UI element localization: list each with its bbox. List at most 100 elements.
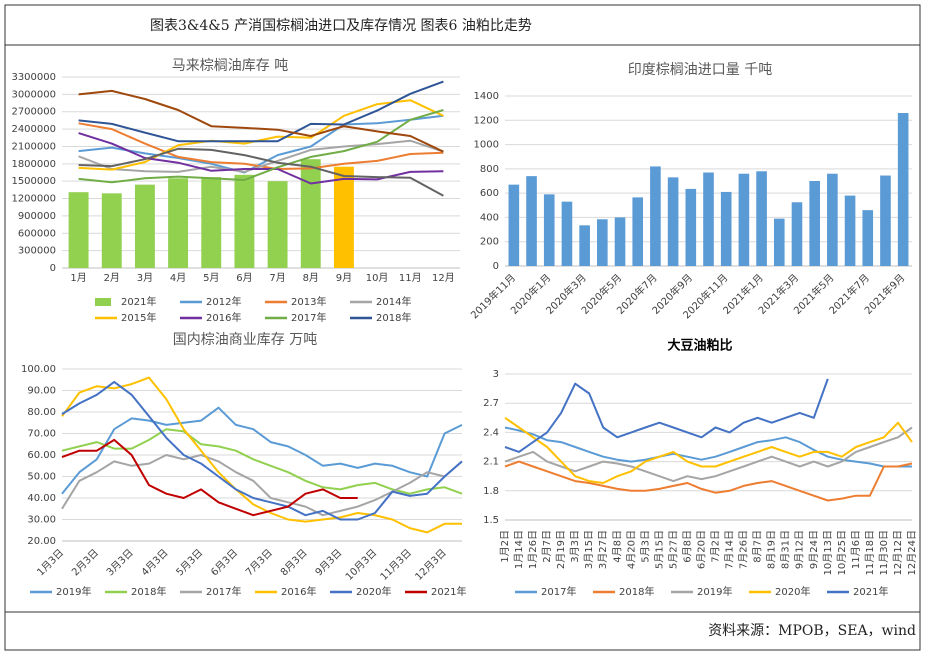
y-tick-label: 1200000 (11, 194, 56, 205)
x-tick-label: 7月26日 (738, 530, 750, 569)
bar (68, 192, 89, 268)
x-tick-label: 8月31日 (780, 530, 792, 569)
legend-label: 2014年 (376, 295, 411, 308)
x-tick-label: 5月 (203, 272, 219, 284)
series-line (61, 438, 358, 517)
x-tick-label: 6月3日 (209, 547, 241, 579)
x-tick-label: 2月7日 (541, 530, 553, 563)
bar (508, 184, 520, 266)
x-tick-label: 4月20日 (625, 530, 637, 569)
y-tick-label: 20.00 (27, 536, 56, 547)
y-tick-label: 3 (493, 369, 499, 380)
y-tick-label: 50.00 (27, 472, 56, 483)
x-tick-label: 7月3日 (243, 547, 275, 579)
x-tick-label: 3月27日 (597, 530, 609, 569)
x-tick-label: 7月2日 (710, 530, 722, 563)
x-tick-label: 6月 (236, 272, 252, 284)
bar (579, 225, 590, 266)
legend-label: 2016年 (281, 585, 316, 598)
y-tick-label: 0 (493, 261, 499, 272)
bar (300, 159, 321, 268)
y-tick-label: 200 (480, 237, 499, 248)
x-tick-label: 11月30日 (878, 530, 890, 575)
series-line (78, 139, 444, 173)
series-line (504, 416, 913, 484)
legend-label: 2020年 (356, 585, 391, 598)
legend-label: 2016年 (206, 311, 241, 324)
bar (897, 113, 909, 266)
x-tick-label: 8月19日 (766, 530, 778, 569)
bar (201, 177, 222, 268)
x-tick-label: 9月 (336, 272, 352, 284)
series-line (61, 428, 463, 495)
series-line (504, 460, 913, 502)
y-tick-label: 2.1 (483, 457, 499, 468)
legend-label: 2018年 (131, 585, 166, 598)
y-tick-label: 0 (50, 263, 56, 274)
bar (134, 184, 155, 268)
x-tick-label: 3月3日 (104, 547, 136, 579)
y-tick-label: 1.5 (483, 515, 499, 526)
legend-label: 2017年 (541, 585, 576, 598)
x-tick-label: 1月14日 (513, 530, 525, 569)
legend-label: 2018年 (619, 585, 654, 598)
x-tick-label: 12月3日 (413, 547, 449, 583)
x-tick-label: 1月2日 (499, 530, 511, 563)
y-tick-label: 300000 (18, 246, 56, 257)
bar (685, 188, 697, 266)
series-line (78, 99, 444, 171)
bar (756, 171, 767, 266)
legend-label: 2021年 (853, 585, 888, 598)
series-line (504, 378, 829, 453)
x-tick-label: 7月14日 (724, 530, 736, 569)
frame (4, 4, 921, 651)
y-tick-label: 3300000 (11, 72, 56, 83)
chart-title: 大豆油粕比 (667, 338, 732, 354)
series-line (61, 380, 463, 521)
y-tick-label: 2100000 (11, 141, 56, 152)
y-tick-label: 1500000 (11, 176, 56, 187)
chart-title: 印度棕榈油进口量 千吨 (628, 62, 772, 78)
y-tick-label: 2.4 (483, 427, 499, 438)
x-tick-label: 7月 (269, 272, 285, 284)
source: 资料来源：MPOB，SEA，wind (708, 623, 916, 639)
x-tick-label: 10月25日 (836, 530, 848, 575)
bar (543, 194, 555, 266)
y-tick-label: 1200 (474, 115, 499, 126)
x-tick-label: 1月3日 (35, 547, 67, 579)
bar (809, 181, 820, 266)
x-tick-label: 8月3日 (278, 547, 310, 579)
x-tick-label: 1月26日 (527, 530, 539, 569)
y-tick-label: 600 (480, 188, 499, 199)
x-tick-label: 11月 (399, 272, 422, 284)
x-tick-label: 4月3日 (139, 547, 171, 579)
x-tick-label: 12月 (432, 272, 455, 284)
bar (650, 166, 661, 266)
legend-label: 2021年 (431, 585, 466, 598)
x-tick-label: 9月24日 (808, 530, 820, 569)
y-tick-label: 60.00 (27, 450, 56, 461)
bar (880, 175, 891, 266)
y-tick-label: 30.00 (27, 515, 56, 526)
bar (862, 210, 874, 266)
legend-label: 2020年 (775, 585, 810, 598)
y-tick-label: 600000 (18, 228, 56, 239)
y-tick-label: 800 (480, 164, 499, 175)
bar (703, 172, 714, 266)
series-line (78, 109, 444, 184)
series-line (78, 114, 444, 174)
x-tick-label: 10月3日 (343, 547, 379, 583)
legend-label: 2021年 (121, 295, 156, 308)
header-title: 图表3&4&5 产消国棕榈油进口及库存情况 图表6 油粕比走势 (150, 18, 532, 34)
y-tick-label: 1400 (474, 91, 499, 102)
y-tick-label: 2700000 (11, 107, 56, 118)
bar (168, 178, 189, 268)
x-tick-label: 3月3日 (569, 530, 581, 563)
bar (632, 197, 644, 266)
x-tick-label: 5月27日 (667, 530, 679, 569)
legend-label: 2019年 (697, 585, 732, 598)
x-tick-label: 2月 (104, 272, 120, 284)
bar (267, 181, 288, 268)
y-tick-label: 80.00 (27, 407, 56, 418)
